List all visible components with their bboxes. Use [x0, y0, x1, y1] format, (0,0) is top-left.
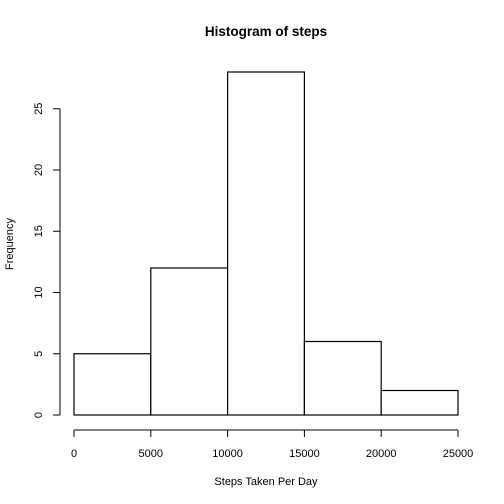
- histogram-bar-4: [380, 389, 459, 416]
- x-axis: 0 5000 10000 15000 20000 25000: [71, 429, 474, 460]
- y-axis: 0 5 10 15 20 25: [33, 103, 61, 418]
- x-tick-label-3: 15000: [289, 448, 320, 460]
- x-tick-label-1: 5000: [139, 448, 163, 460]
- y-axis-label: Frequency: [4, 218, 16, 270]
- y-tick-label-3: 15: [33, 225, 45, 237]
- y-tick-label-4: 20: [33, 164, 45, 176]
- histogram-bar-2: [227, 71, 306, 416]
- histogram-bar-1: [150, 267, 229, 416]
- y-tick-label-0: 0: [33, 412, 45, 418]
- bars-group: [73, 71, 459, 416]
- y-tick-label-1: 5: [33, 351, 45, 357]
- x-tick-label-0: 0: [71, 448, 77, 460]
- x-tick-label-4: 20000: [366, 448, 397, 460]
- histogram-bar-3: [303, 340, 382, 416]
- chart-title: Histogram of steps: [205, 24, 327, 39]
- x-tick-label-5: 25000: [443, 448, 474, 460]
- histogram-bar-0: [73, 353, 152, 416]
- y-tick-label-5: 25: [33, 103, 45, 115]
- y-tick-label-2: 10: [33, 286, 45, 298]
- x-axis-label: Steps Taken Per Day: [214, 476, 318, 488]
- x-tick-label-2: 10000: [212, 448, 243, 460]
